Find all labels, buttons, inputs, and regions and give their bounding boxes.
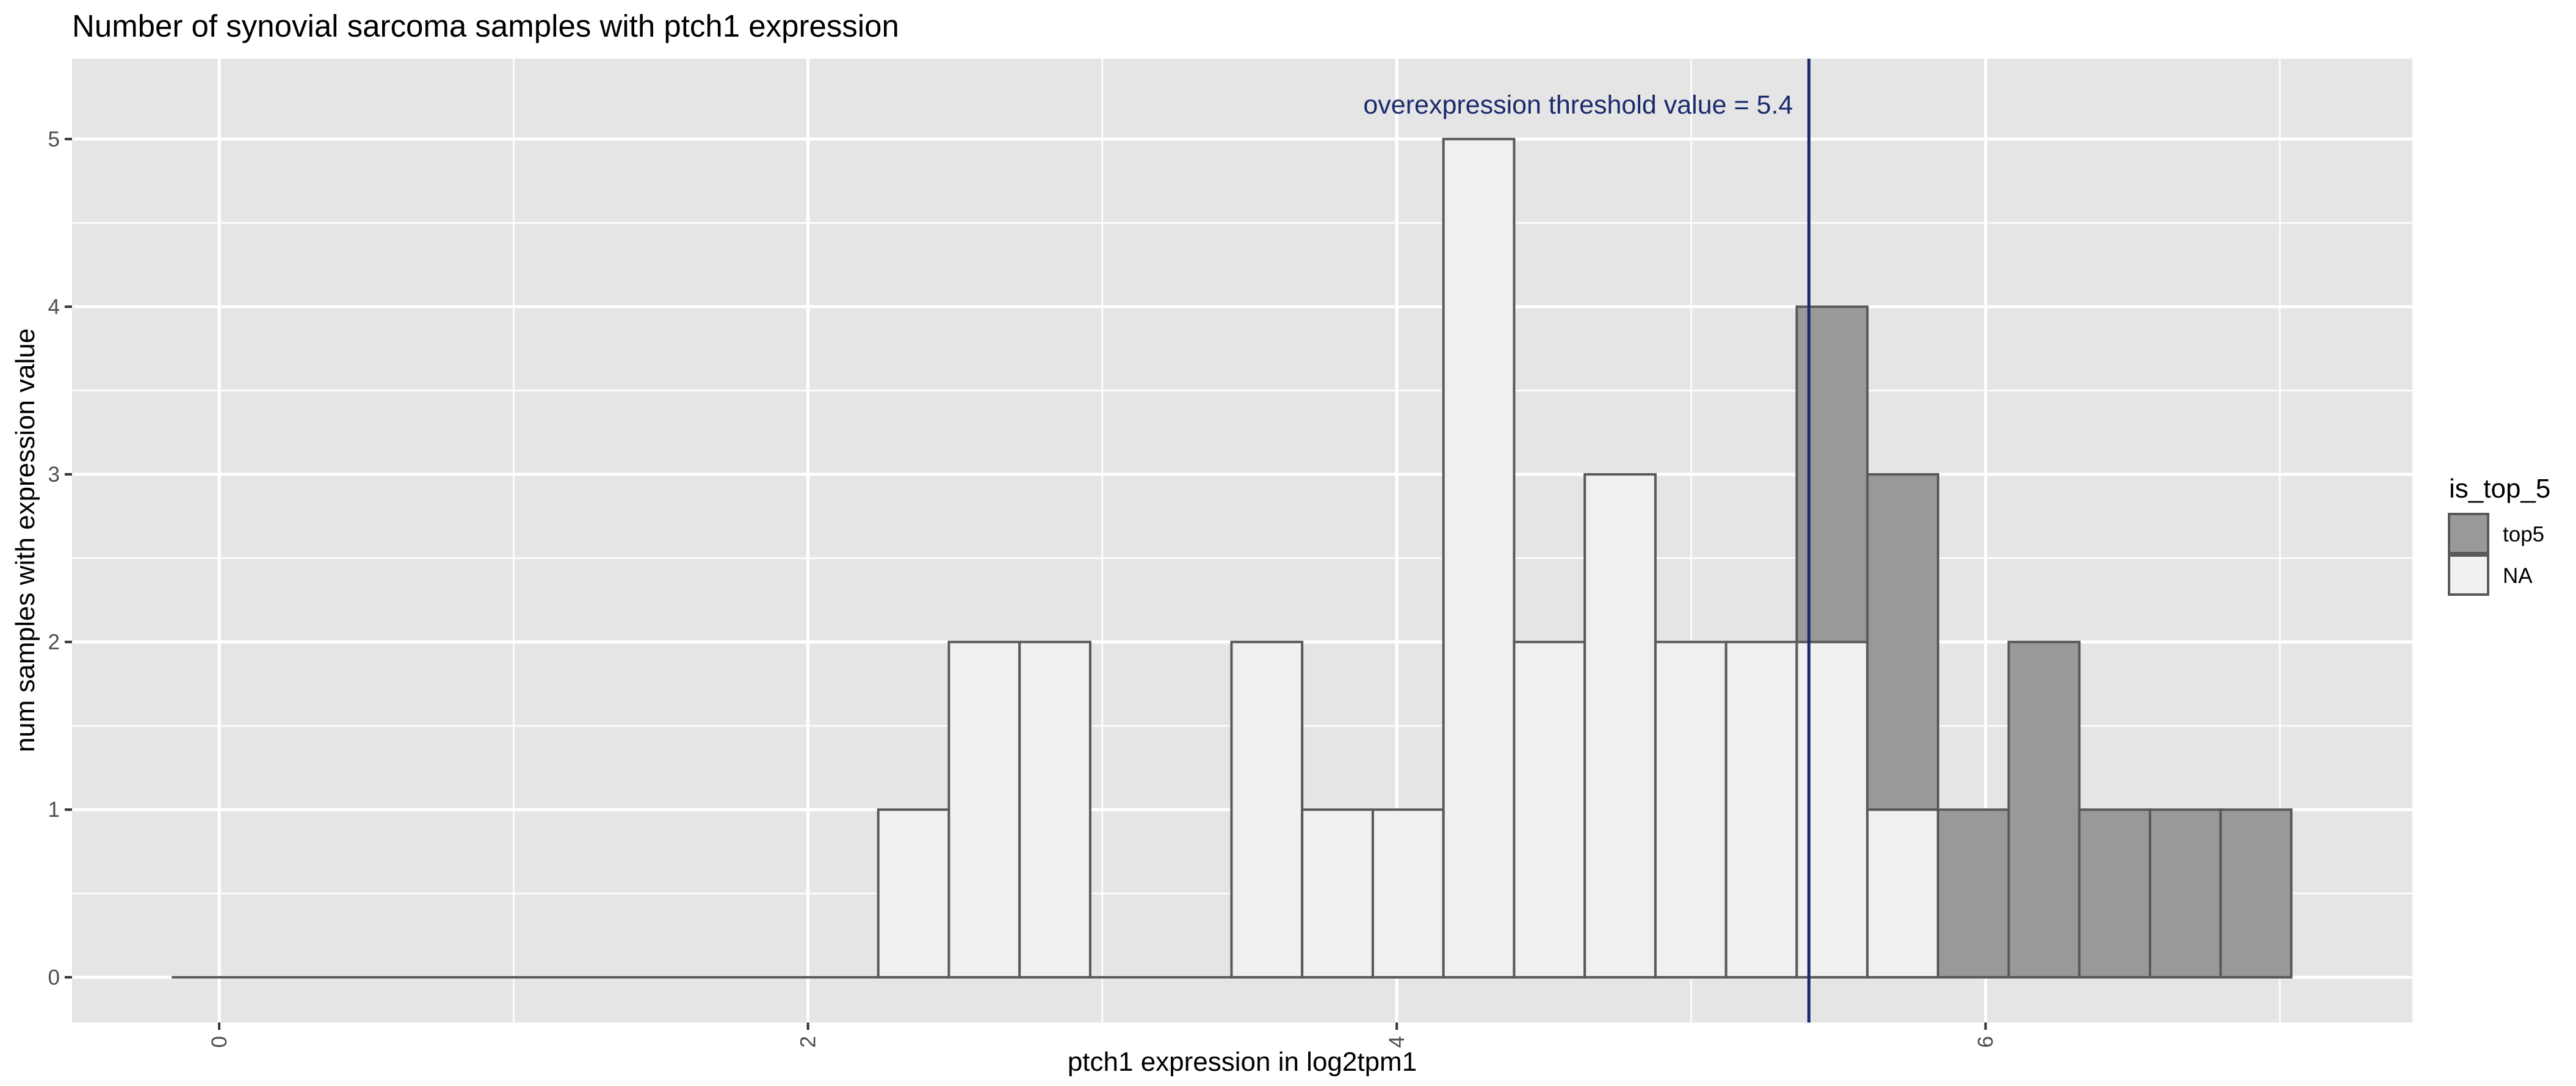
histogram-bar-na: [947, 640, 1021, 979]
legend-title: is_top_5: [2449, 474, 2550, 504]
legend-swatch-top5: [2448, 513, 2489, 554]
y-tick-label: 2: [48, 631, 60, 654]
threshold-marker: overexpression threshold value = 5.4: [1363, 59, 1811, 1023]
y-tick-label: 4: [48, 295, 60, 319]
histogram-bar-na: [877, 808, 950, 979]
y-axis-title: num samples with expression value: [10, 328, 40, 753]
y-axis-ticks: 0 1 2 3 4 5: [48, 128, 72, 990]
x-tick-label: 4: [1385, 1036, 1409, 1048]
legend: is_top_5 top5 NA: [2448, 474, 2550, 596]
histogram-bar-na: [1442, 137, 1516, 979]
histogram-bar-na: [1583, 473, 1657, 979]
x-tick-label: 6: [1974, 1036, 1998, 1048]
histogram-bar-top5: [1936, 808, 2010, 979]
y-tick-label: 0: [48, 966, 60, 990]
y-tick-label: 1: [48, 798, 60, 822]
x-axis-ticks: 0 2 4 6: [208, 1023, 1998, 1048]
histogram-bar-top5: [1795, 305, 1869, 643]
histogram-bar-top5: [2219, 808, 2293, 979]
histogram-bars: [172, 137, 2293, 979]
histogram-bar-top5: [2078, 808, 2152, 979]
histogram-bar-na: [1230, 640, 1304, 979]
chart-title: Number of synovial sarcoma samples with …: [72, 9, 899, 43]
histogram-bar-na: [1513, 640, 1586, 979]
x-tick-label: 2: [797, 1036, 820, 1048]
histogram-bar-top5: [2149, 808, 2222, 979]
histogram-bar-na: [1018, 640, 1091, 979]
histogram-bar-na: [1866, 808, 1939, 979]
legend-label-na: NA: [2503, 564, 2533, 588]
legend-label-top5: top5: [2503, 523, 2544, 546]
histogram-bar-na: [1724, 640, 1798, 979]
histogram-bar-na: [1654, 640, 1728, 979]
histogram-bar-top5: [1866, 473, 1939, 811]
legend-items: top5 NA: [2448, 513, 2544, 596]
x-tick-label: 0: [208, 1036, 231, 1048]
legend-swatch-na: [2448, 554, 2489, 596]
histogram-bar-na: [1301, 808, 1374, 979]
threshold-label: overexpression threshold value = 5.4: [1363, 90, 1793, 120]
y-tick-label: 3: [48, 463, 60, 487]
y-tick-label: 5: [48, 128, 60, 151]
histogram-bar-na: [1795, 640, 1869, 979]
histogram-bar-top5: [2007, 640, 2081, 979]
x-axis-title: ptch1 expression in log2tpm1: [1068, 1047, 1417, 1077]
histogram-bar-na: [1371, 808, 1445, 979]
